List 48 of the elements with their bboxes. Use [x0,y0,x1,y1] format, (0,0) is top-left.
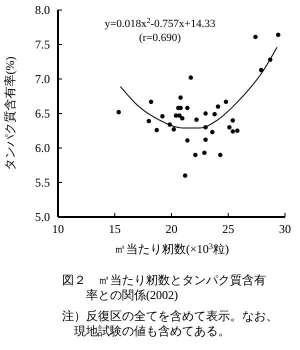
point [210,130,215,134]
annotation: y=0.018x$^{2}$-0.757x+14.33 [104,16,216,30]
x-tick-label: 10 [52,222,64,236]
point [212,112,217,116]
point [203,111,208,116]
point [216,104,220,109]
point [230,129,235,134]
point [182,173,188,178]
point [224,100,228,104]
point [253,34,258,40]
text: 注）反復区の全てを含めて表示。なお、現地試験の値も含めてある。 [62,309,278,338]
point [116,110,121,114]
point [185,138,190,143]
point [154,128,159,132]
point [185,106,190,110]
point [188,75,193,80]
y-tick-label: 7.0 [35,72,50,86]
point [227,125,232,130]
y-tick-label: 6.5 [35,106,50,120]
point [160,114,165,118]
point [202,150,207,156]
annotation: (r=0.690) [139,32,182,44]
point [194,118,199,122]
caption: 図２ ㎡当たり籾数とタンパク質含有率との関係(2002) [62,273,266,302]
line-series [120,46,278,128]
x-tick-label: 20 [166,222,178,236]
y-tick-label: 5.0 [35,210,50,224]
point [203,138,208,142]
y-tick-label: 8.0 [35,3,50,17]
point [218,152,223,158]
y-tick-label: 7.5 [35,38,50,52]
point [177,113,182,118]
x-tick-label: 15 [108,222,121,236]
point [178,95,183,100]
point [235,128,240,133]
point [172,127,176,132]
point [276,32,280,38]
point [146,118,151,124]
x-axis-title: ㎡当たり籾数(×10$^{3}$粒) [114,242,229,256]
y-axis-title: タンパク質含有率(%) [3,56,17,170]
point [180,116,184,121]
point [193,152,198,158]
x-tick-label: 30 [279,222,291,236]
point [230,118,235,123]
y-tick-label: 5.5 [35,176,50,190]
y-tick-label: 6.0 [35,141,50,155]
point [148,100,154,104]
x-tick-label: 25 [222,222,234,236]
